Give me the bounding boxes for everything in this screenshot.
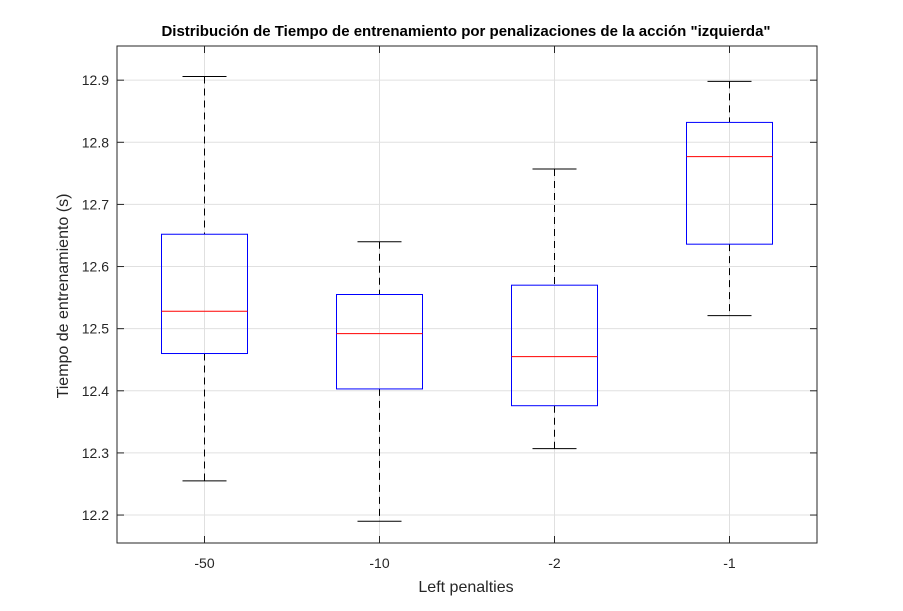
y-tick-label: 12.2 (82, 507, 109, 523)
interquartile-box (336, 294, 423, 390)
box-plot-boxes (161, 75, 773, 522)
box-group--50 (161, 75, 248, 482)
chart-title: Distribución de Tiempo de entrenamiento … (161, 23, 770, 40)
box-group--1 (686, 80, 773, 317)
y-tick-label: 12.7 (82, 196, 109, 212)
grid-lines (117, 46, 817, 543)
y-tick-label: 12.3 (82, 445, 109, 461)
x-tick-label: -2 (548, 555, 561, 571)
y-tick-label: 12.6 (82, 259, 109, 275)
interquartile-box (161, 233, 248, 355)
plot-area-frame (116, 45, 818, 544)
x-tick-label: -50 (194, 555, 214, 571)
y-tick-label: 12.9 (82, 72, 109, 88)
y-tick-label: 12.4 (82, 383, 109, 399)
interquartile-box (511, 284, 598, 407)
interquartile-box (686, 121, 773, 245)
x-tick-label: -1 (723, 555, 736, 571)
axis-ticks: 12.2 12.3 12.4 12.5 12.6 12.7 12.8 12.9 -50 -10 -2… (82, 46, 817, 571)
box-group--2 (511, 168, 598, 450)
x-axis-label: Left penalties (418, 579, 513, 596)
x-tick-label: -10 (369, 555, 389, 571)
y-tick-label: 12.5 (82, 321, 109, 337)
box-group--10 (336, 241, 423, 522)
y-axis-label: Tiempo de entrenamiento (s) (55, 194, 72, 399)
y-tick-label: 12.8 (82, 134, 109, 150)
